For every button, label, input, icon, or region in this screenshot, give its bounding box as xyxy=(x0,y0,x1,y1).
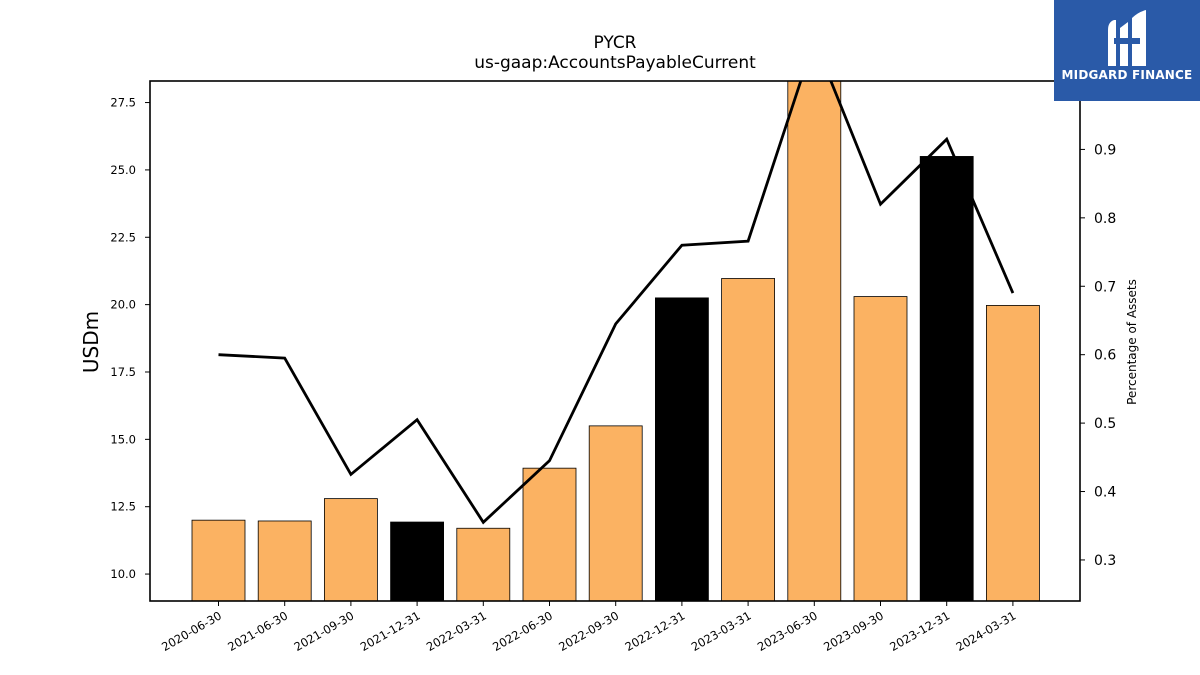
x-tick-label: 2023-09-30 xyxy=(821,608,886,654)
bar-2023-12-31 xyxy=(919,156,974,602)
y-tick-label: 27.5 xyxy=(110,96,136,110)
y-axis-label: USDm xyxy=(79,311,103,373)
bar-2023-06-30 xyxy=(787,80,842,602)
y2-tick-label: 0.6 xyxy=(1094,348,1116,364)
y2-tick-label: 0.8 xyxy=(1094,211,1116,227)
bar-2021-09-30 xyxy=(323,498,378,602)
logo-text: MIDGARD FINANCE xyxy=(1061,68,1193,82)
y2-tick-label: 0.5 xyxy=(1094,416,1116,432)
y2-tick-label: 0.7 xyxy=(1094,279,1116,295)
bar-2023-09-30 xyxy=(853,296,908,602)
x-tick-label: 2022-09-30 xyxy=(556,608,621,654)
x-tick-label: 2023-06-30 xyxy=(755,608,820,654)
x-tick-label: 2023-03-31 xyxy=(689,608,754,654)
bar-2020-06-30 xyxy=(191,519,246,602)
chart-subtitle: us-gaap:AccountsPayableCurrent xyxy=(474,53,756,73)
x-tick-label: 2022-03-31 xyxy=(424,608,489,654)
x-tick-label: 2021-12-31 xyxy=(358,608,423,654)
y-tick-label: 25.0 xyxy=(110,163,136,177)
logo-mark-icon xyxy=(1108,10,1146,66)
x-tick-label: 2021-06-30 xyxy=(225,608,290,654)
x-tick-label: 2024-03-31 xyxy=(954,608,1019,654)
bar-2022-09-30 xyxy=(588,425,643,602)
y-tick-label: 10.0 xyxy=(110,567,136,581)
y2-tick-label: 0.3 xyxy=(1094,553,1116,569)
y-tick-label: 12.5 xyxy=(110,500,136,514)
plot-frame xyxy=(149,80,1081,602)
bar-2022-12-31 xyxy=(655,297,709,602)
y2-tick-label: 0.4 xyxy=(1094,485,1116,501)
x-tick-label: 2020-06-30 xyxy=(159,608,224,654)
y2-tick-label: 0.9 xyxy=(1094,142,1116,158)
brand-logo: MIDGARD FINANCE xyxy=(1054,0,1200,101)
bar-2024-03-31 xyxy=(986,305,1040,602)
y-tick-label: 20.0 xyxy=(110,298,136,312)
y2-axis-label: Percentage of Assets xyxy=(1125,279,1139,405)
y-tick-label: 22.5 xyxy=(110,230,136,244)
line-layer xyxy=(218,81,1015,525)
x-tick-label: 2022-06-30 xyxy=(490,608,555,654)
bars-layer xyxy=(191,80,1040,602)
bar-2021-06-30 xyxy=(257,520,312,602)
bar-2022-03-31 xyxy=(456,527,511,602)
x-tick-label: 2022-12-31 xyxy=(623,608,688,654)
percentage-of-assets-line xyxy=(218,81,1015,525)
bar-2023-03-31 xyxy=(721,278,775,602)
bar-2022-06-30 xyxy=(522,467,577,602)
y-tick-label: 17.5 xyxy=(110,365,136,379)
y-tick-label: 15.0 xyxy=(110,432,136,446)
chart-title: PYCR xyxy=(593,33,636,53)
x-tick-label: 2021-09-30 xyxy=(292,608,357,654)
bar-2021-12-31 xyxy=(390,521,445,602)
x-tick-label: 2023-12-31 xyxy=(887,608,952,654)
